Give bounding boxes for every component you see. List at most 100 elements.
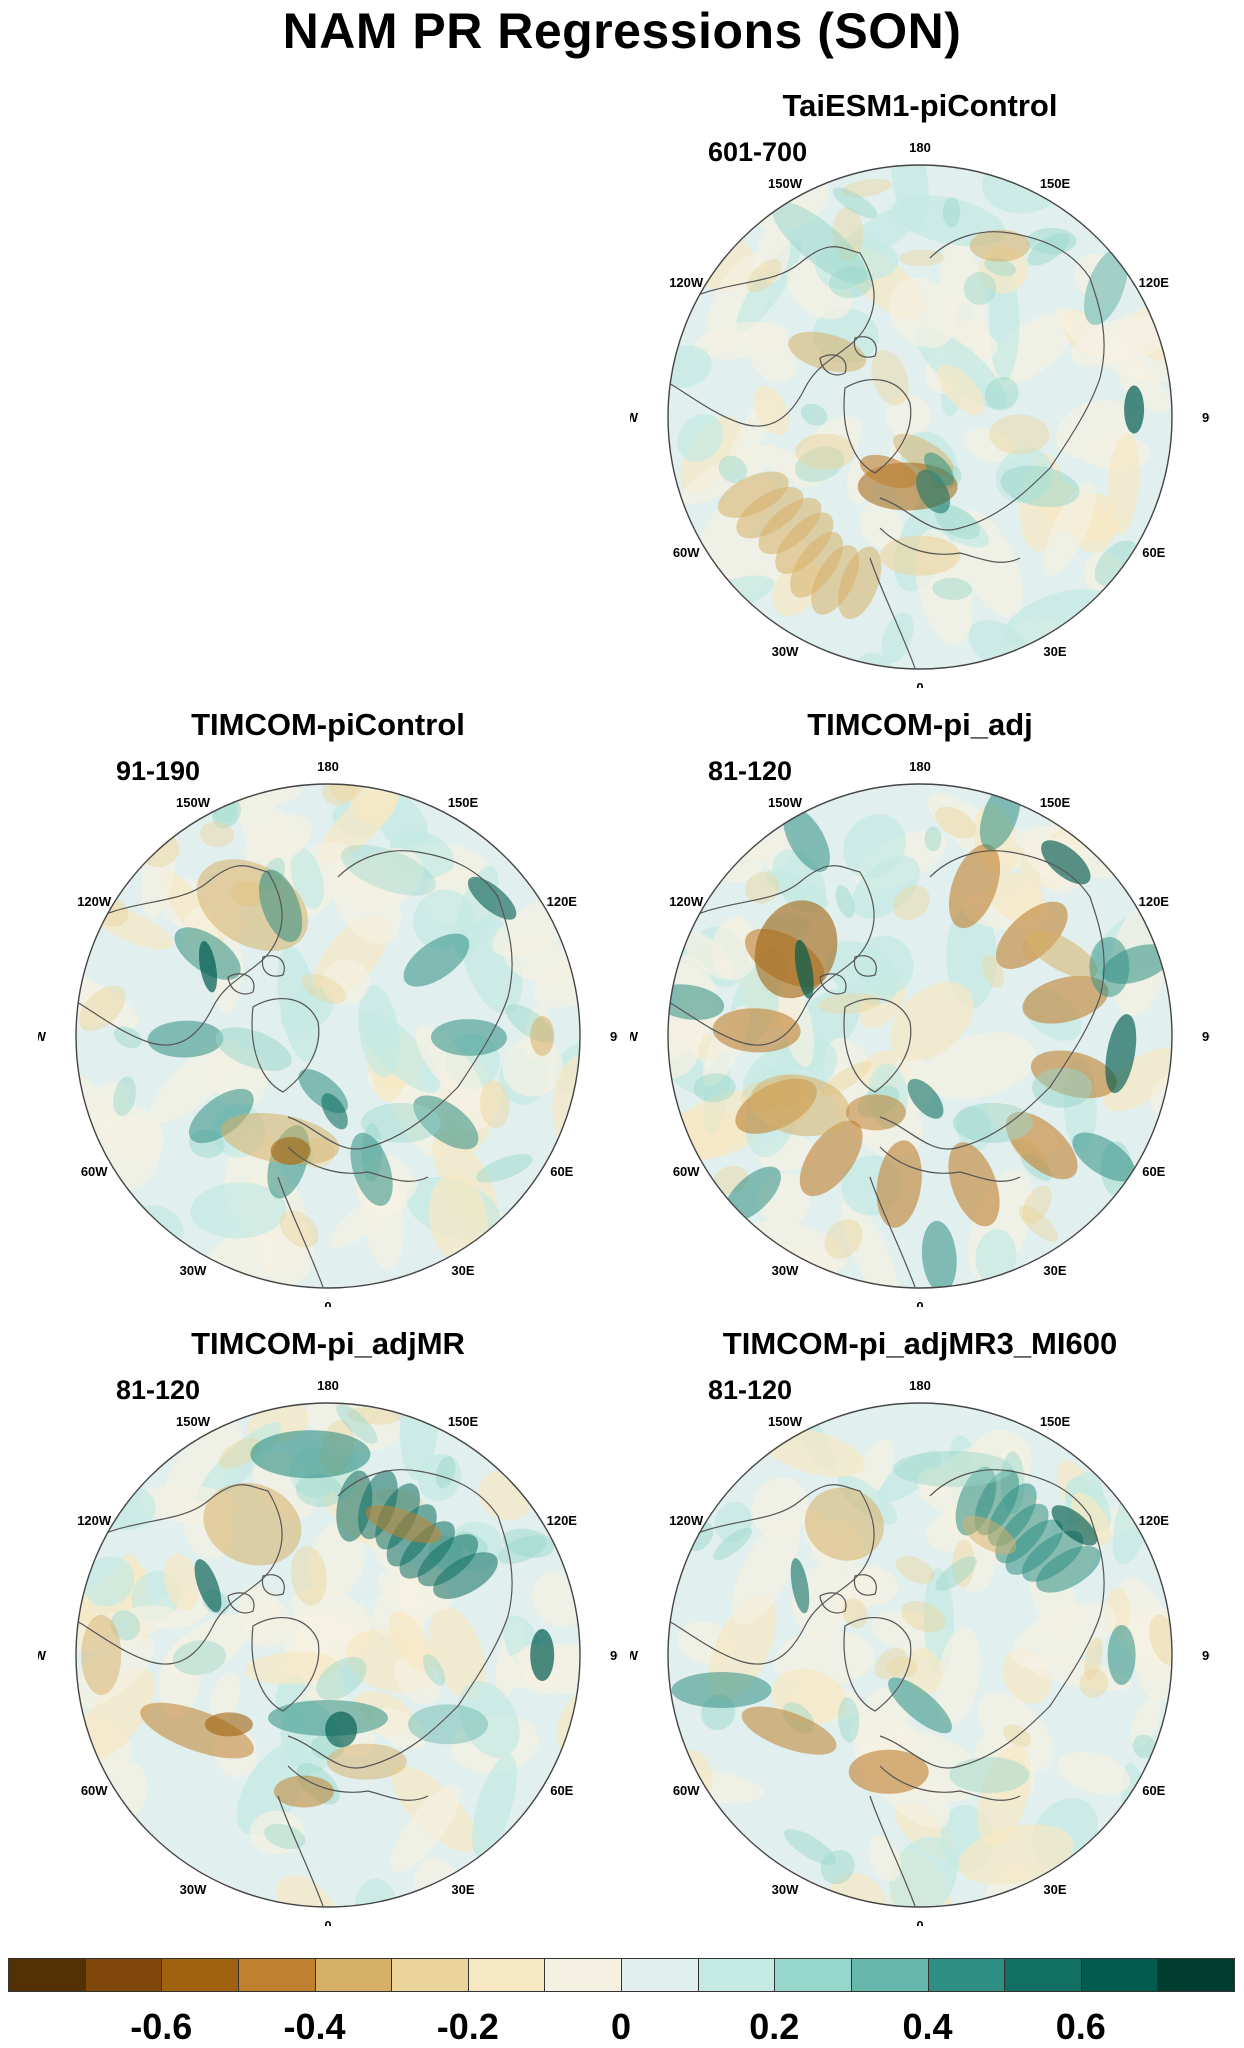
coastline-segment <box>287 1469 513 1769</box>
coastline-segment <box>251 998 320 1093</box>
anomaly-patch <box>855 935 914 996</box>
coastline-segment <box>261 955 285 977</box>
colorbar-swatch <box>544 1958 622 1992</box>
anomaly-patch <box>210 1672 241 1724</box>
longitude-label: 30E <box>1043 1882 1066 1897</box>
anomaly-patch <box>329 784 362 802</box>
anomaly-patch <box>671 1672 772 1708</box>
longitude-label: 60E <box>550 1783 573 1798</box>
anomaly-patch <box>963 272 997 305</box>
anomaly-patch <box>838 1697 860 1743</box>
anomaly-patch <box>1022 975 1109 1024</box>
longitude-label: 60E <box>1142 545 1165 560</box>
anomaly-patch <box>1032 1067 1093 1108</box>
colorbar-swatch <box>697 1958 776 1992</box>
polar-map: 180 150E 120E 90E 60E 30E 0 30W 60W 90W 120W 150W <box>630 140 1210 688</box>
longitude-label: 60W <box>673 1783 700 1798</box>
longitude-label: 30W <box>772 1882 799 1897</box>
anomaly-patch <box>799 1120 863 1197</box>
coastline-segment <box>76 865 283 1046</box>
anomaly-patch <box>899 249 945 267</box>
longitude-label: 180 <box>317 1378 339 1393</box>
anomaly-patch <box>77 1668 155 1763</box>
anomaly-patch <box>360 1102 441 1143</box>
anomaly-patch <box>901 1601 946 1633</box>
coastline-segment <box>853 955 877 977</box>
anomaly-patch <box>874 1647 907 1680</box>
anomaly-patch <box>101 1115 163 1191</box>
colorbar-swatch <box>161 1958 239 1992</box>
anomaly-patch <box>1027 233 1071 266</box>
anomaly-patch <box>422 1654 446 1687</box>
coastline-segment <box>287 850 513 1150</box>
colorbar-tick-label: 0 <box>610 2006 632 2047</box>
anomaly-patch <box>984 376 1019 411</box>
colorbar-swatch <box>8 1958 86 1992</box>
anomaly-patch <box>502 1528 555 1558</box>
anomaly-patch <box>989 414 1050 455</box>
coastline-segment <box>879 850 1105 1150</box>
anomaly-patch <box>244 1651 339 1685</box>
anomaly-patch <box>718 455 748 484</box>
colorbar-swatch <box>1080 1958 1159 1992</box>
coastline-segment <box>277 1795 324 1907</box>
anomaly-patch <box>113 1076 136 1117</box>
anomaly-patch <box>736 487 804 539</box>
longitude-label: 90W <box>630 1029 639 1044</box>
anomaly-patch <box>1079 1668 1109 1698</box>
colorbar-swatch <box>391 1958 469 1992</box>
anomaly-patch <box>975 1229 1017 1286</box>
longitude-label: 120W <box>77 894 112 909</box>
longitude-label: 120E <box>1139 894 1170 909</box>
anomaly-patch <box>1124 385 1145 434</box>
longitude-label: 90E <box>1202 1029 1210 1044</box>
anomaly-patch <box>389 1610 433 1672</box>
coastlines <box>668 850 1105 1288</box>
longitude-label: 120E <box>1139 1513 1170 1528</box>
anomaly-patch <box>530 1629 555 1681</box>
anomaly-patch <box>741 1706 837 1755</box>
panel-years: 81-120 <box>708 756 793 786</box>
anomaly-patch <box>889 277 957 348</box>
anomaly-patch <box>800 403 828 426</box>
anomaly-patch <box>758 497 822 555</box>
map-border <box>75 783 581 1289</box>
anomaly-patch <box>868 1836 902 1882</box>
colorbar-tick-label: -0.2 <box>436 2006 499 2047</box>
map-border <box>667 1402 1173 1908</box>
anomaly-patch <box>843 814 906 879</box>
anomaly-patch <box>935 1627 981 1726</box>
precip-field <box>76 1403 580 1907</box>
colorbar <box>8 1958 1235 1994</box>
longitude-label: 0 <box>916 1299 923 1307</box>
anomaly-patch <box>977 1745 1031 1846</box>
anomaly-patch <box>1026 227 1077 255</box>
map-border <box>75 1402 581 1908</box>
anomaly-patch <box>907 1078 944 1119</box>
coastline-segment <box>869 1176 916 1288</box>
coastline-segment <box>853 336 877 358</box>
longitude-label: 90W <box>630 1648 639 1663</box>
anomaly-patch <box>87 903 173 950</box>
anomaly-patch <box>963 428 1017 463</box>
anomaly-patch <box>418 1453 462 1502</box>
coastline-segment <box>819 973 847 995</box>
coastlines <box>668 231 1105 669</box>
coastline-segment <box>227 973 255 995</box>
colorbar-swatch <box>1157 1958 1235 1992</box>
coastline-segment <box>853 1574 877 1596</box>
longitude-label: 60W <box>673 545 700 560</box>
anomaly-patch <box>924 1032 1036 1100</box>
colorbar-tick-label: 0.6 <box>1055 2006 1106 2047</box>
anomaly-patch <box>924 452 954 486</box>
anomaly-patch <box>326 1743 407 1780</box>
coastline-segment <box>287 1765 429 1801</box>
anomaly-patch <box>358 984 400 1078</box>
colorbar-swatch <box>850 1958 929 1992</box>
panel-title: TIMCOM-pi_adjMR3_MI600 <box>722 1326 1118 1361</box>
colorbar-swatch <box>1004 1958 1082 1992</box>
anomaly-patch <box>717 471 789 518</box>
longitude-label: 120W <box>77 1513 112 1528</box>
longitude-label: 60E <box>1142 1783 1165 1798</box>
panel-years: 91-190 <box>116 756 201 786</box>
